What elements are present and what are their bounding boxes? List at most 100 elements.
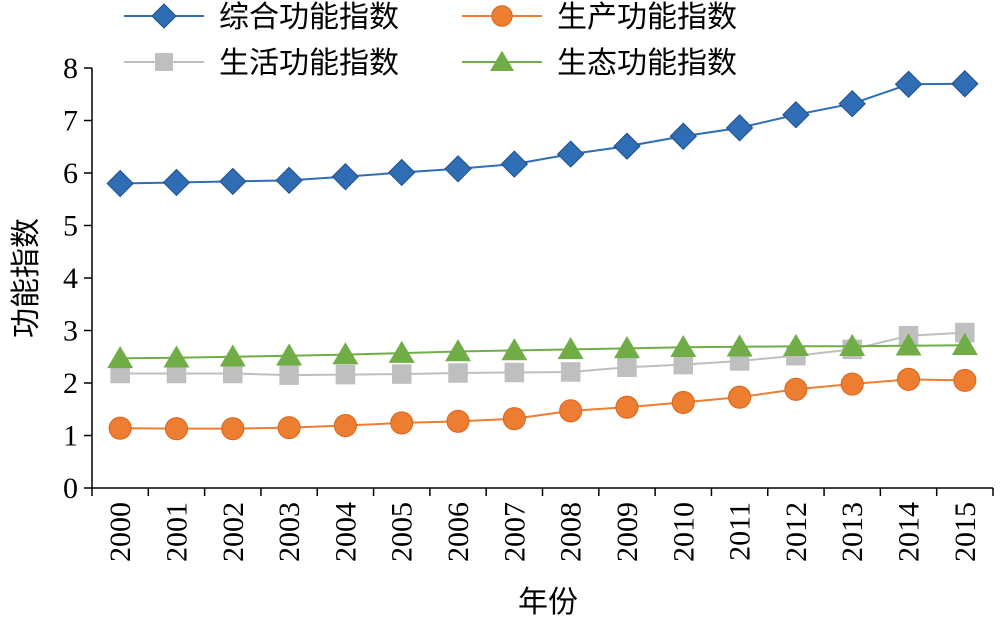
data-point: [784, 377, 808, 401]
x-tick-label: 2004: [329, 502, 362, 562]
y-axis: 0 1 2 3 4 5 6 7 8: [63, 52, 93, 505]
data-point: [107, 345, 134, 369]
data-point: [840, 372, 864, 396]
x-tick-label: 2012: [780, 502, 813, 562]
y-tick-label: 5: [63, 210, 78, 243]
data-point: [955, 322, 975, 343]
y-tick-label: 6: [63, 157, 78, 190]
series-line: [120, 331, 965, 377]
data-point: [446, 409, 470, 433]
series-line: [120, 378, 965, 430]
x-axis: 2000 2001 2002 2003 2004 2005 2006 2007 2008 2009…: [91, 487, 994, 562]
data-point: [951, 332, 978, 355]
data-point: [613, 132, 641, 160]
x-tick-label: 2007: [498, 502, 531, 562]
y-tick-label: 7: [63, 105, 78, 138]
data-point: [164, 417, 189, 441]
data-point: [223, 363, 243, 384]
legend-item: 综合功能指数: [124, 0, 399, 35]
y-axis-title: 功能指数: [9, 218, 44, 338]
data-point: [669, 122, 697, 150]
data-point: [163, 345, 190, 368]
legend-item: 生活功能指数: [124, 46, 399, 81]
data-point: [331, 162, 360, 191]
legend-marker: [151, 3, 177, 29]
data-point: [275, 166, 303, 195]
data-point: [445, 339, 472, 362]
data-point: [951, 70, 979, 98]
series-line: [120, 344, 965, 360]
y-tick-label: 3: [63, 315, 78, 348]
data-point: [219, 167, 247, 196]
y-tick-label: 1: [63, 420, 78, 453]
series-triangle: [107, 332, 978, 369]
data-point: [448, 363, 468, 383]
x-tick-label: 2001: [160, 502, 193, 562]
data-point: [279, 365, 299, 385]
series-square: [110, 322, 975, 385]
data-point: [895, 333, 922, 356]
x-tick-label: 2010: [667, 502, 700, 562]
data-point: [559, 399, 583, 423]
data-point: [728, 385, 752, 409]
plot-area: [106, 70, 979, 441]
y-tick-label: 2: [63, 367, 78, 400]
data-point: [388, 340, 415, 363]
data-point: [782, 333, 809, 356]
data-point: [782, 101, 810, 129]
data-point: [106, 169, 134, 198]
y-tick-label: 8: [63, 52, 78, 85]
x-tick-label: 2006: [442, 502, 475, 562]
data-point: [557, 337, 584, 360]
series-diamond: [106, 70, 979, 198]
x-tick-label: 2002: [217, 502, 250, 562]
x-tick-label: 2000: [104, 502, 137, 562]
data-point: [219, 344, 246, 367]
legend-item: 生态功能指数: [462, 46, 737, 81]
series-circle: [108, 367, 977, 441]
data-point: [108, 416, 132, 440]
data-point: [670, 334, 697, 358]
data-point: [894, 70, 923, 98]
x-tick-label: 2011: [724, 502, 757, 561]
data-point: [725, 114, 754, 142]
legend-label: 生态功能指数: [557, 46, 737, 81]
data-point: [953, 368, 977, 392]
x-tick-label: 2015: [949, 502, 982, 562]
data-point: [504, 362, 525, 383]
y-tick-label: 0: [63, 472, 78, 505]
legend-marker: [155, 53, 173, 71]
x-tick-label: 2005: [386, 502, 419, 562]
legend-marker: [490, 50, 514, 71]
data-point: [896, 367, 921, 391]
legend-item: 生产功能指数: [462, 0, 737, 35]
data-point: [556, 140, 585, 168]
data-point: [390, 411, 414, 435]
data-point: [335, 364, 356, 385]
x-tick-label: 2009: [611, 502, 644, 562]
data-point: [332, 342, 359, 365]
data-point: [615, 395, 639, 419]
legend-marker: [491, 5, 513, 27]
data-point: [501, 338, 528, 361]
data-point: [500, 150, 529, 178]
data-point: [277, 416, 301, 440]
series-line: [120, 82, 965, 185]
data-point: [671, 390, 695, 414]
x-tick-label: 2003: [273, 502, 306, 562]
data-point: [391, 364, 412, 384]
data-point: [444, 155, 472, 183]
data-point: [333, 413, 357, 438]
data-point: [617, 357, 637, 377]
data-point: [560, 362, 581, 382]
data-point: [839, 333, 866, 356]
legend-label: 生产功能指数: [557, 0, 737, 35]
legend-label: 生活功能指数: [219, 46, 399, 81]
x-tick-label: 2008: [555, 502, 588, 562]
data-point: [110, 363, 130, 384]
data-point: [502, 407, 526, 431]
data-point: [838, 89, 866, 118]
data-point: [276, 343, 303, 366]
